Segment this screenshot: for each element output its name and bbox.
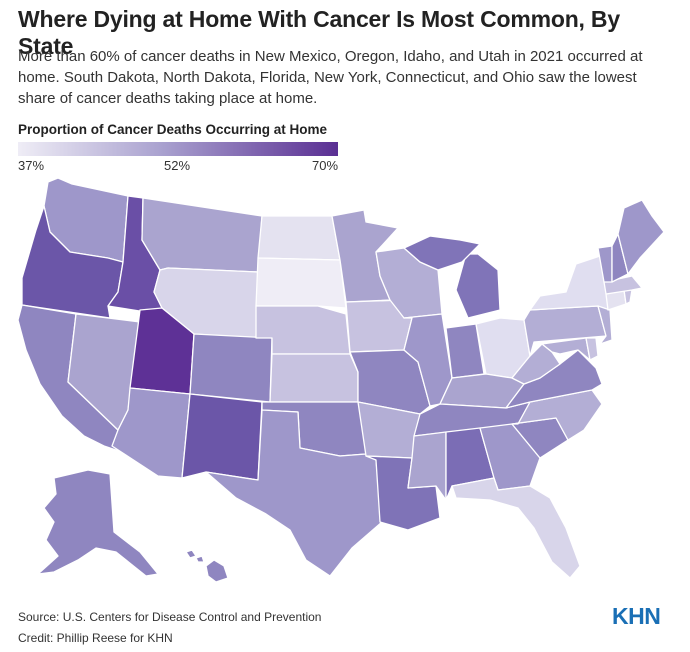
state-NY[interactable] <box>529 255 611 315</box>
state-MI-UP[interactable] <box>403 235 481 271</box>
khn-logo: KHN <box>612 603 661 629</box>
state-FL[interactable] <box>451 477 581 579</box>
state-TX[interactable] <box>205 409 383 577</box>
state-CO[interactable] <box>189 333 273 403</box>
state-AK[interactable] <box>37 469 159 577</box>
state-ND[interactable] <box>257 215 341 261</box>
state-DE[interactable] <box>585 337 599 361</box>
state-MI[interactable] <box>455 253 501 319</box>
state-RI[interactable] <box>623 289 633 305</box>
state-MT[interactable] <box>141 197 263 273</box>
legend-min-label: 37% <box>18 158 45 173</box>
state-KS[interactable] <box>269 353 359 403</box>
state-HI-west[interactable] <box>185 549 205 563</box>
legend-color-bar <box>18 142 338 156</box>
chart-subtitle: More than 60% of cancer deaths in New Me… <box>18 48 643 107</box>
legend-title: Proportion of Cancer Deaths Occurring at… <box>18 122 328 137</box>
state-SD[interactable] <box>255 257 347 309</box>
source-note: Source: U.S. Centers for Disease Control… <box>18 610 322 624</box>
chart-title: Where Dying at Home With Cancer Is Most … <box>18 6 620 59</box>
legend-mid-label: 52% <box>164 158 191 173</box>
state-NM[interactable] <box>181 393 263 481</box>
state-ME[interactable] <box>617 199 665 275</box>
state-HI[interactable] <box>205 559 229 583</box>
credit-note: Credit: Phillip Reese for KHN <box>18 631 173 645</box>
legend-max-label: 70% <box>312 158 339 173</box>
state-WV[interactable] <box>511 343 561 385</box>
state-IL[interactable] <box>403 313 453 407</box>
